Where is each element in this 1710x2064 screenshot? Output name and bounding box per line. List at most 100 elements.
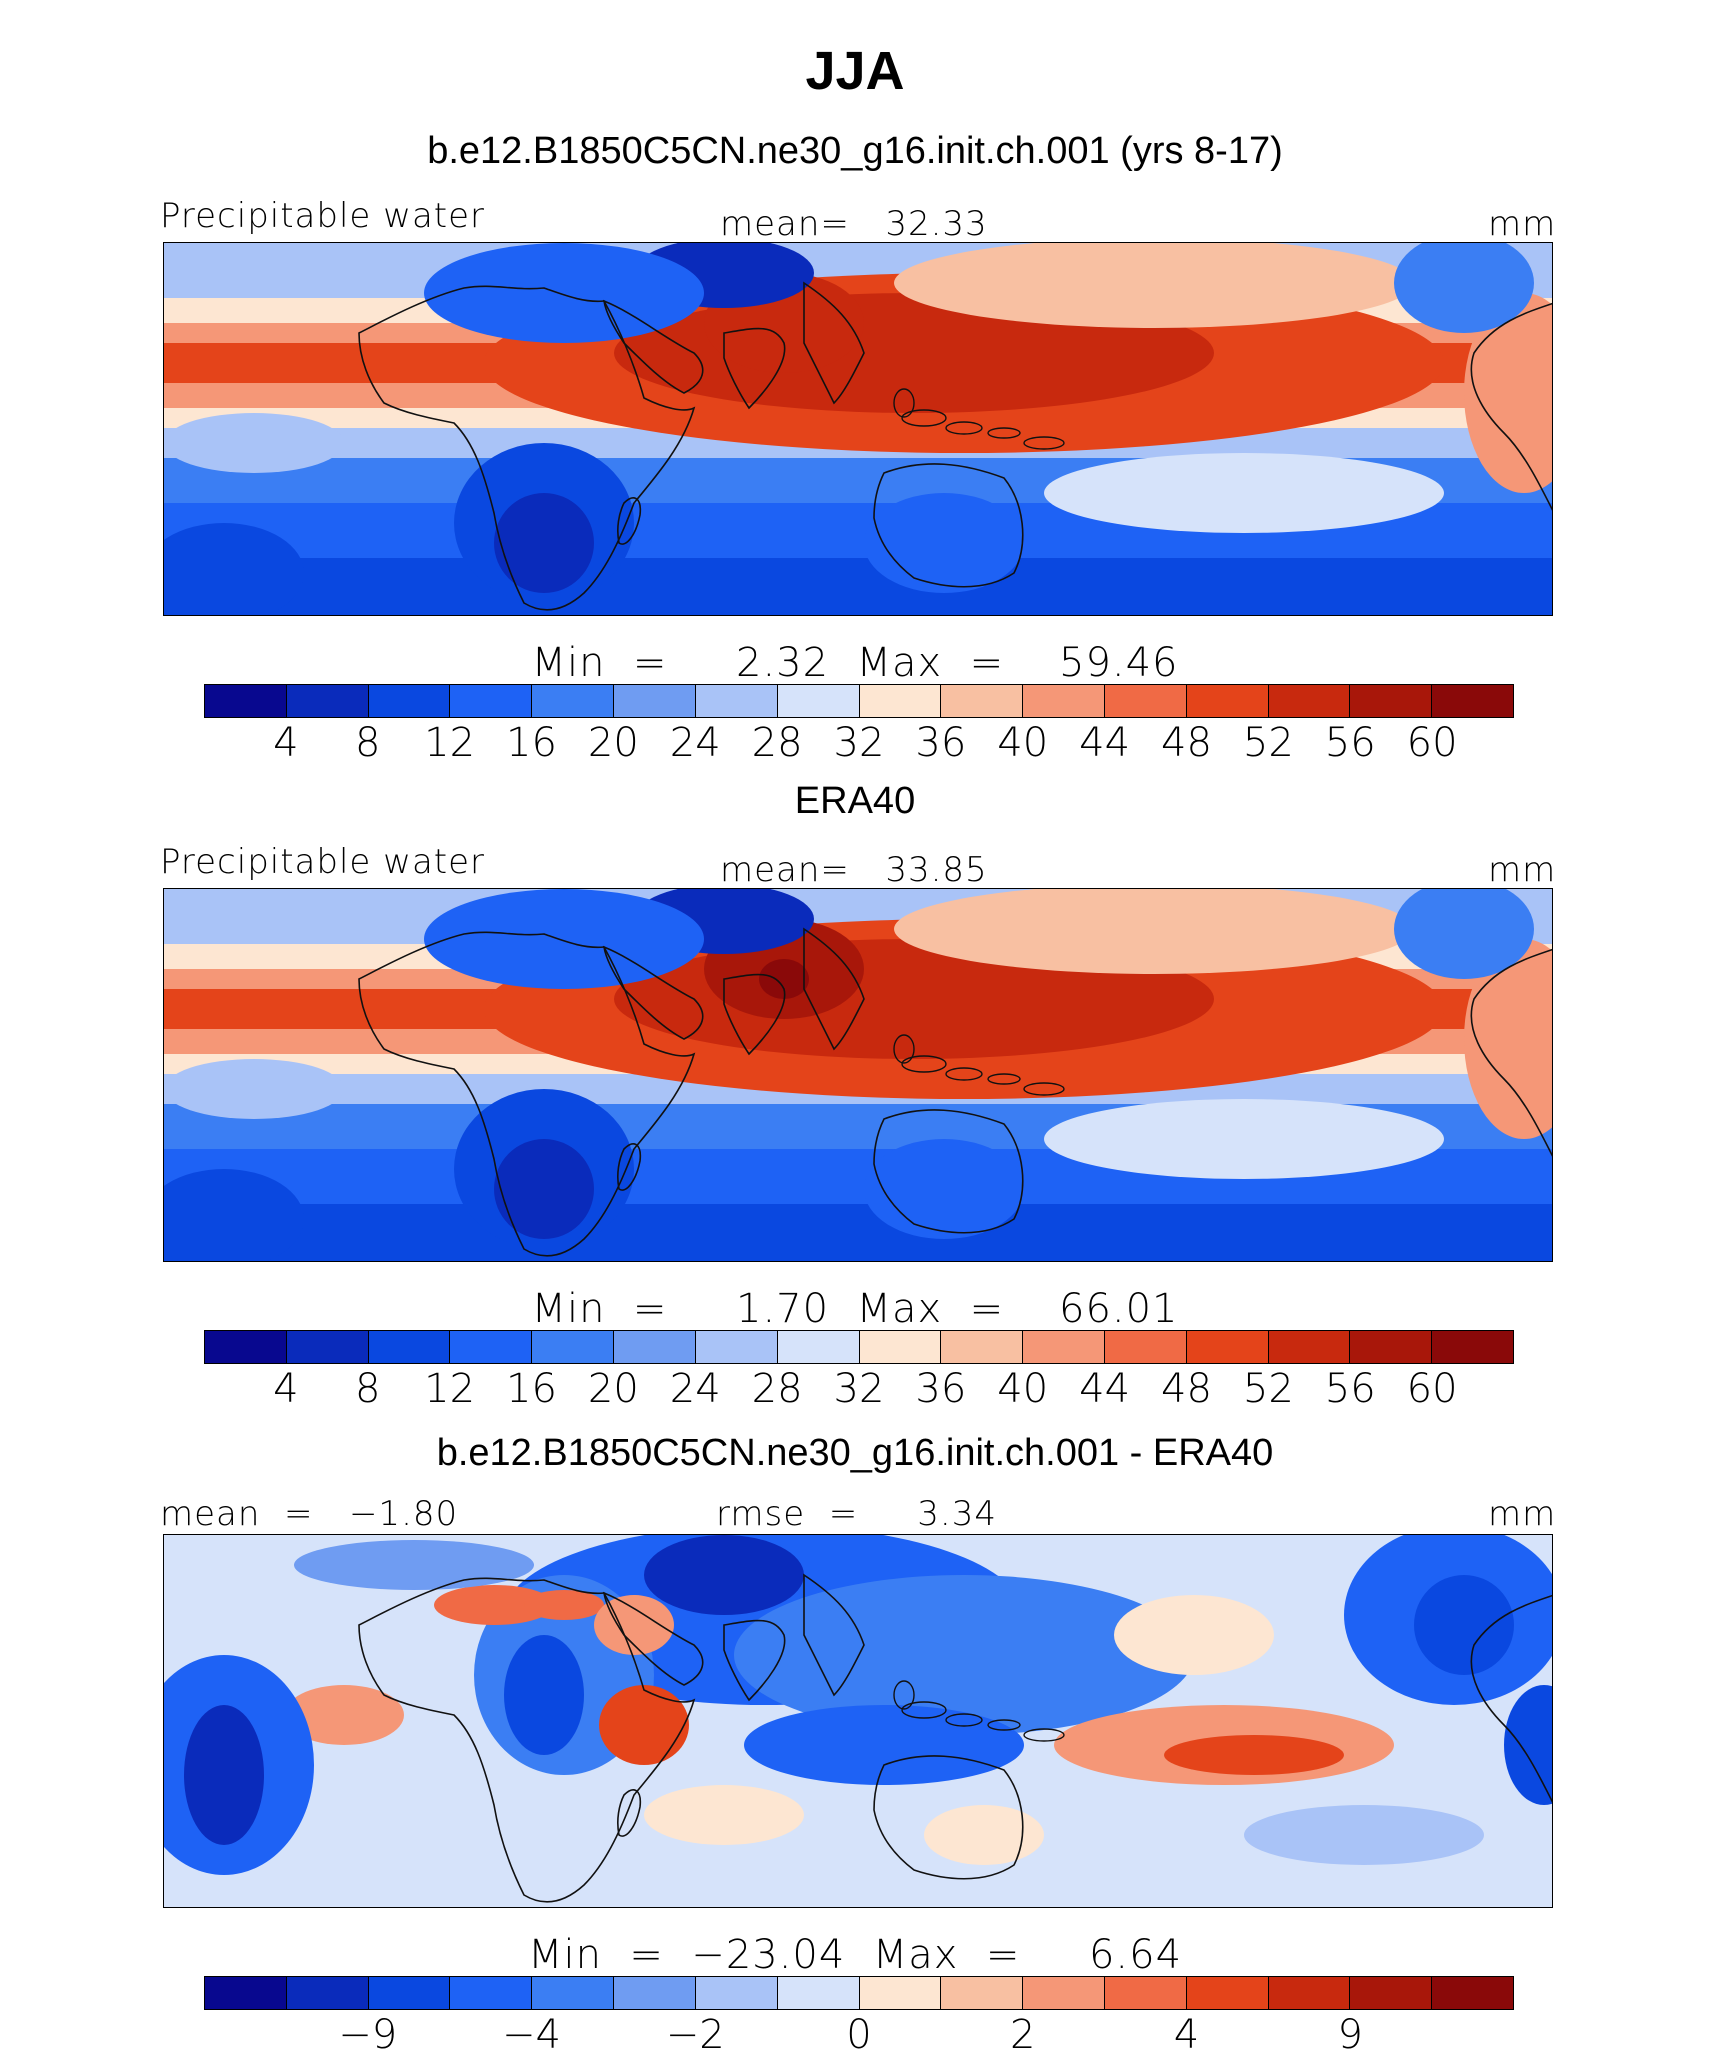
map-field-svg [164,889,1552,1261]
colorbar-tick-label: 28 [751,1366,803,1412]
colorbar-swatch [859,1331,942,1363]
colorbar-swatch [1186,1977,1269,2009]
colorbar-swatch [1104,685,1187,717]
panel-2-mean-label: mean= 33.85 [720,850,988,890]
field-contour [1504,1685,1552,1805]
colorbar-tick-label: 16 [506,1366,557,1412]
field-contour [1394,889,1534,979]
colorbar-tick-label: 36 [915,720,967,766]
panel-1-minmax: Min = 2.32 Max = 59.46 [531,640,1179,686]
island-outline [901,409,947,427]
colorbar-swatch [450,1331,533,1363]
colorbar-swatch [614,1977,696,2009]
field-contour [424,243,704,343]
field-contour [294,1540,534,1590]
panel-1-colorbar [204,684,1514,718]
coastline [617,497,642,545]
colorbar-tick-label: 20 [587,720,639,766]
colorbar-swatch [777,685,860,717]
field-contour [164,413,344,473]
island-outline [945,1067,983,1081]
field-contour [494,1139,594,1239]
colorbar-tick-label: 12 [424,1366,476,1412]
colorbar-swatch [1104,1977,1187,2009]
field-contour [434,1585,554,1625]
colorbar-swatch [941,685,1024,717]
coastline [803,1573,865,1697]
colorbar-tick-label: 56 [1324,1366,1376,1412]
panel-3-minmax: Min = −23.04 Max = 6.64 [527,1932,1183,1978]
map-field-svg [164,243,1552,615]
panel-2-variable-label: Precipitable water [160,842,486,882]
panel-1-mean-label: mean= 32.33 [720,204,988,244]
colorbar-swatch [286,1977,369,2009]
colorbar-tick-label: 32 [833,720,885,766]
colorbar-tick-label: 28 [751,720,803,766]
field-contour [1414,1575,1514,1675]
field-contour [1464,939,1552,1139]
field-band [164,558,1552,615]
island-outline [1023,1082,1065,1096]
field-band [164,1204,1552,1261]
field-contour [864,493,1024,593]
colorbar-swatch [532,1977,615,2009]
colorbar-tick-label: 36 [915,1366,967,1412]
field-contour [284,1685,404,1745]
colorbar-swatch [695,1977,778,2009]
colorbar-tick-label: 24 [669,1366,721,1412]
colorbar-swatch [1432,1977,1513,2009]
panel-3-units-label: mm [1488,1494,1557,1534]
panel-1-map [163,242,1553,616]
colorbar-swatch [368,1977,451,2009]
panel-2-units-label: mm [1488,850,1557,890]
colorbar-tick-label: 4 [273,1366,299,1412]
field-contour [424,889,704,989]
coastline [1470,948,1552,1157]
panel-2-map [163,888,1553,1262]
colorbar-swatch [1350,1977,1433,2009]
colorbar-swatch [1432,1331,1513,1363]
island-outline [987,1073,1021,1085]
colorbar-swatch [777,1977,860,2009]
colorbar-swatch [941,1331,1024,1363]
colorbar-swatch [1268,685,1351,717]
coastline [1470,1594,1552,1803]
island-outline [987,1719,1021,1731]
colorbar-tick-label: 0 [846,2012,872,2058]
colorbar-swatch [614,685,696,717]
coastline [873,1755,1024,1880]
colorbar-swatch [1023,1331,1105,1363]
colorbar-swatch [1104,1331,1187,1363]
panel-2-colorbar [204,1330,1514,1364]
coastline [617,1143,642,1191]
island-outline [893,388,915,418]
field-contour [924,1805,1044,1865]
colorbar-swatch [1023,685,1105,717]
colorbar-swatch [1268,1977,1351,2009]
colorbar-swatch [859,1977,942,2009]
island-outline [1023,436,1065,450]
field-contour [1114,1595,1274,1675]
colorbar-swatch [368,1331,451,1363]
field-contour [594,1595,674,1655]
panel-3-colorbar [204,1976,1514,2010]
field-contour [524,1590,604,1620]
field-contour [1044,453,1444,533]
island-outline [901,1701,947,1719]
colorbar-swatch [205,1977,287,2009]
colorbar-swatch [1023,1977,1105,2009]
panel-2-subtitle: ERA40 [794,780,916,822]
coastline [873,1109,1024,1234]
island-outline [945,421,983,435]
colorbar-tick-label: −4 [502,2012,561,2058]
colorbar-swatch [450,685,533,717]
field-contour [759,959,809,999]
colorbar-tick-label: 60 [1406,1366,1458,1412]
colorbar-swatch [532,685,615,717]
field-contour [504,1635,584,1755]
colorbar-tick-label: −9 [338,2012,398,2058]
colorbar-tick-label: 2 [1010,2012,1036,2058]
field-contour [894,243,1414,328]
colorbar-swatch [205,685,287,717]
field-contour [164,1169,304,1261]
